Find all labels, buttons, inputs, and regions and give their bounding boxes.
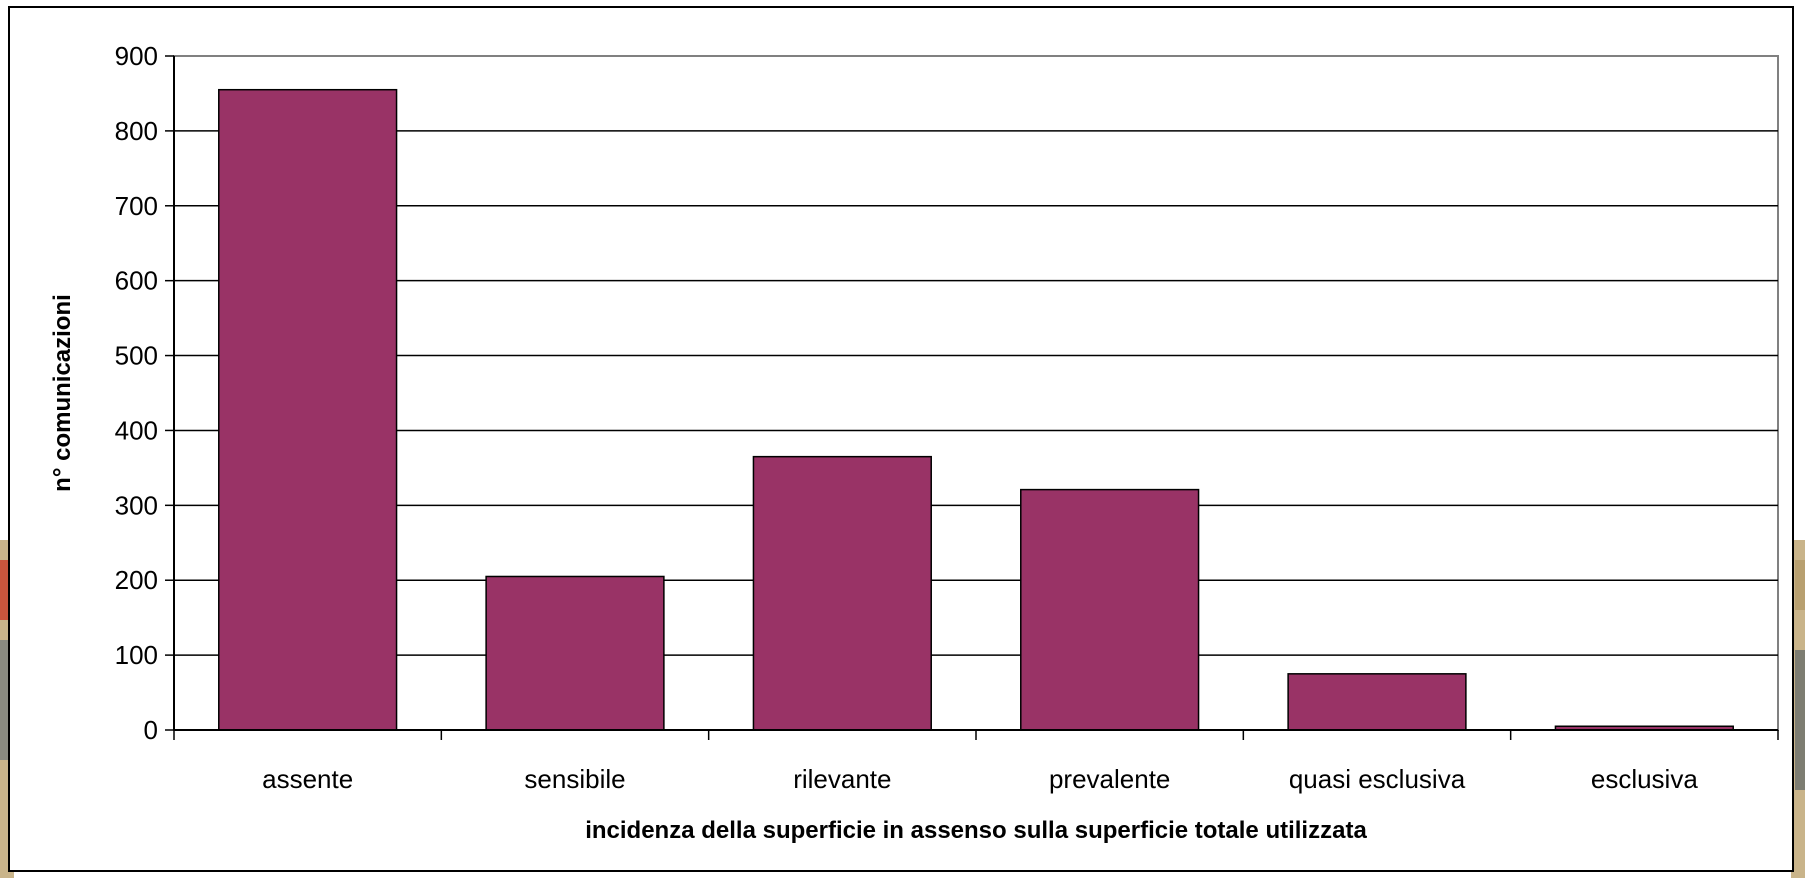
plot-area-border <box>173 55 1779 731</box>
y-tick-label: 600 <box>115 266 158 296</box>
y-tick-label: 300 <box>115 490 158 520</box>
x-tick-label: prevalente <box>1049 764 1170 794</box>
chart-frame: 0 100 200 300 400 500 600 700 800 900 assente sens… <box>8 6 1794 872</box>
x-tick-label: sensibile <box>524 764 625 794</box>
bar-sensibile <box>485 575 665 731</box>
y-tick-label: 400 <box>115 415 158 445</box>
x-axis-title: incidenza della superficie in assenso su… <box>585 817 1367 844</box>
y-tick-label: 700 <box>115 191 158 221</box>
x-tick-label: esclusiva <box>1591 764 1698 794</box>
bar-quasi-esclusiva <box>1287 673 1467 731</box>
y-tick-labels: 0 100 200 300 400 500 600 700 800 900 <box>115 41 158 745</box>
axes <box>165 55 1779 740</box>
bar-prevalente <box>1020 488 1200 731</box>
x-tick-label: rilevante <box>793 764 891 794</box>
y-tick-label: 200 <box>115 565 158 595</box>
bar-assente <box>218 88 398 731</box>
y-tick-label: 0 <box>144 715 158 745</box>
y-tick-label: 900 <box>115 41 158 71</box>
bar-rilevante <box>752 455 932 731</box>
gridlines <box>173 55 1779 731</box>
chart-area: 0 100 200 300 400 500 600 700 800 900 assente sens… <box>49 41 1779 844</box>
x-tick-labels: assente sensibile rilevante prevalente quasi… <box>262 764 1698 794</box>
bars <box>218 88 1734 731</box>
y-tick-label: 100 <box>115 640 158 670</box>
x-tick-label: assente <box>262 764 353 794</box>
y-tick-label: 800 <box>115 116 158 146</box>
y-axis-title: n° comunicazioni <box>49 294 76 492</box>
y-tick-label: 500 <box>115 341 158 371</box>
x-tick-label: quasi esclusiva <box>1289 764 1466 794</box>
